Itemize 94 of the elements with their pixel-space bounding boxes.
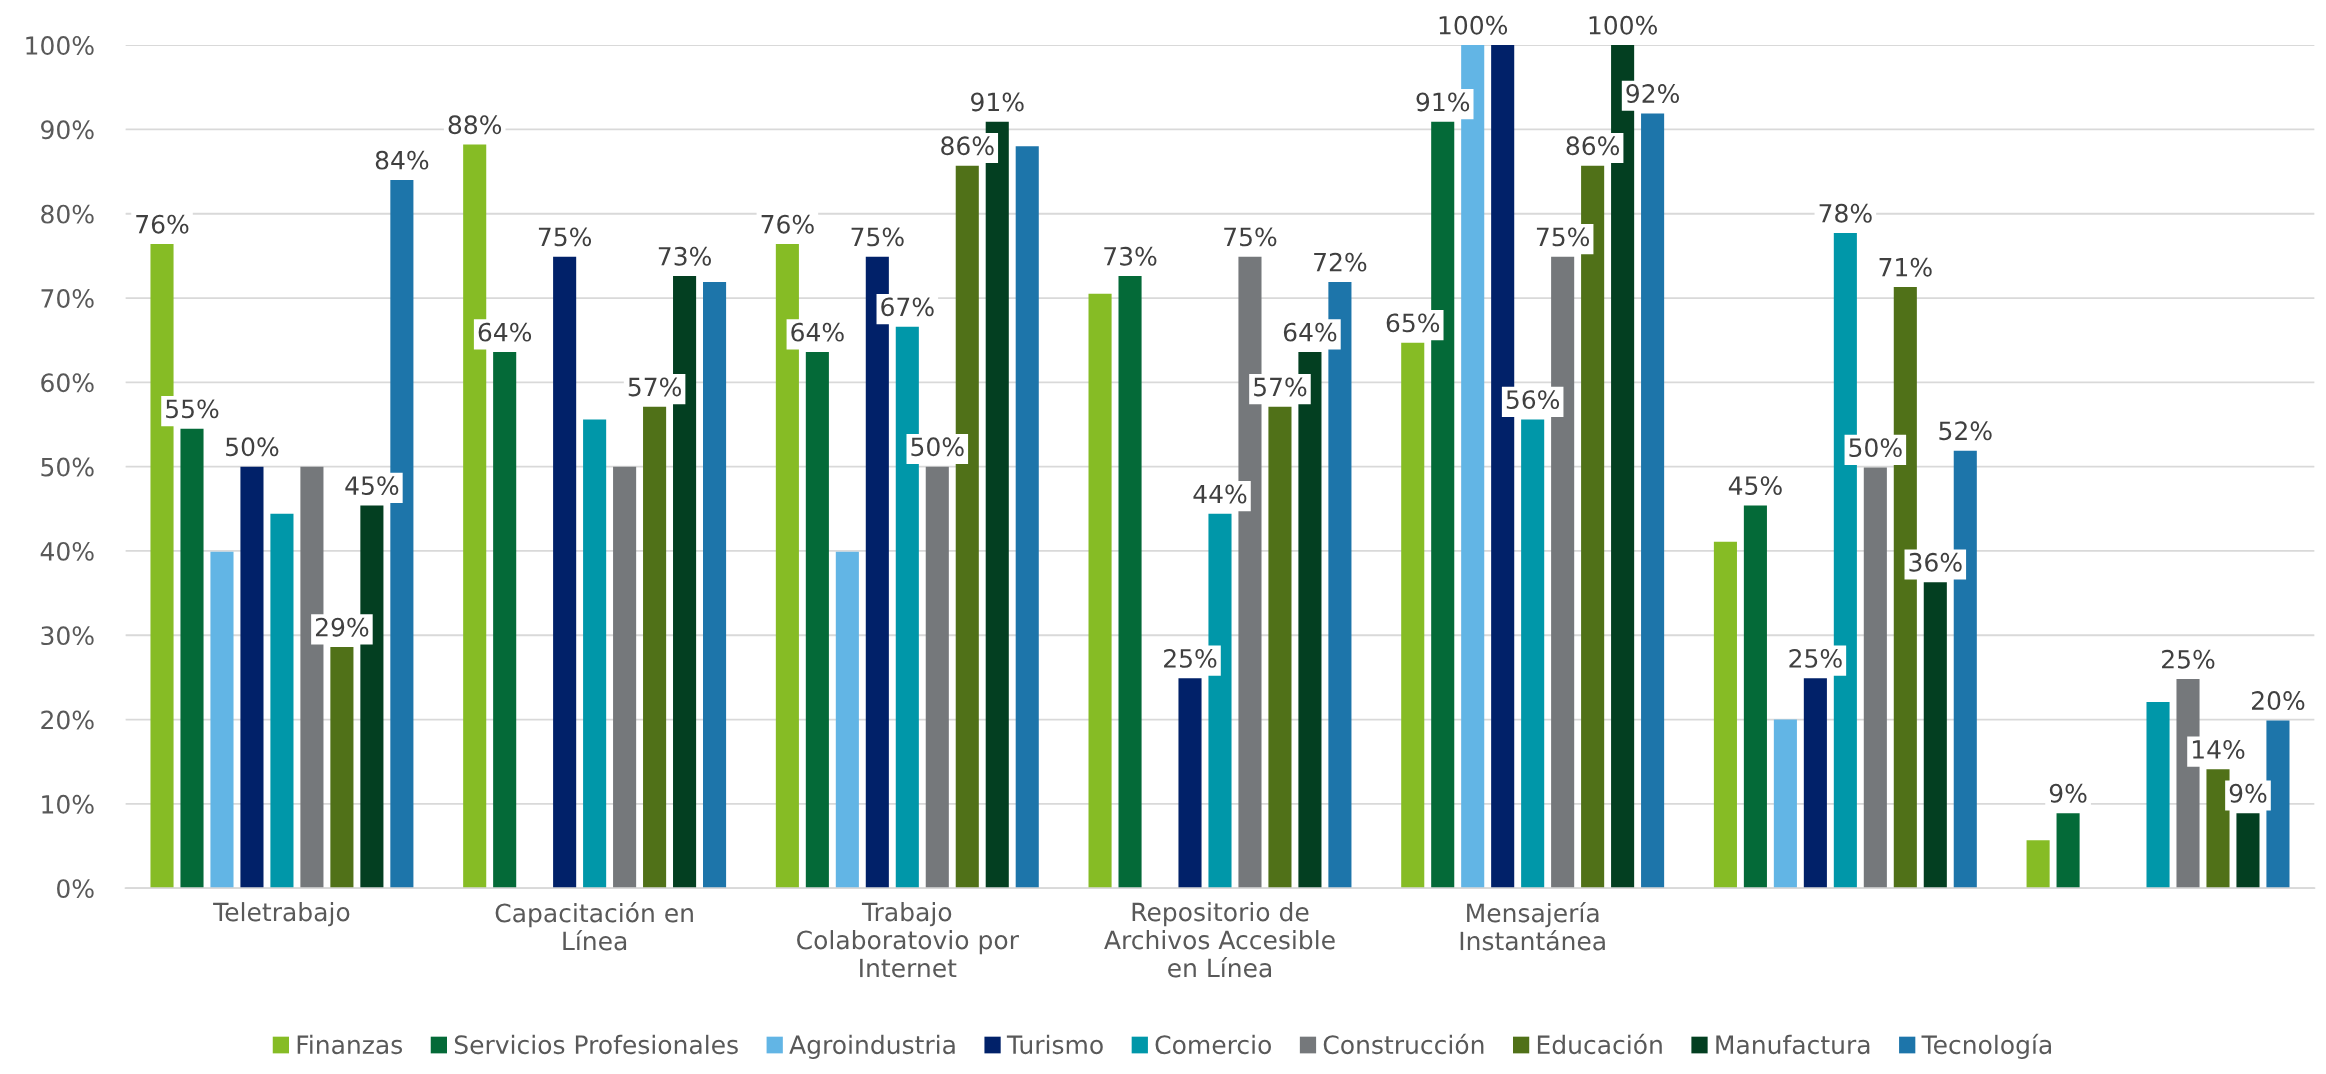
data-label: 29% <box>315 617 369 637</box>
bar <box>1088 293 1112 889</box>
data-label: 56% <box>1506 390 1560 410</box>
data-label: 72% <box>1314 252 1367 272</box>
y-tick-label: 60% <box>41 373 94 393</box>
legend-label: Manufactura <box>1716 1034 1870 1055</box>
data-label: 50% <box>911 437 964 457</box>
data-label: 25% <box>2162 649 2215 669</box>
legend-label: Comercio <box>1155 1034 1271 1055</box>
data-label: 52% <box>1939 421 1992 441</box>
y-tick-label: 30% <box>41 626 94 646</box>
bar <box>1401 342 1425 889</box>
y-tick-label: 100% <box>26 36 94 55</box>
y-tick-label: 90% <box>41 120 94 140</box>
y-tick-label: 50% <box>41 457 94 477</box>
legend-label: Turismo <box>1006 1034 1103 1055</box>
bar <box>703 282 727 889</box>
data-label: 55% <box>166 399 219 419</box>
bar <box>2026 840 2050 889</box>
data-label: 75% <box>1224 227 1277 247</box>
bar <box>2146 701 2170 889</box>
legend-label: Tecnología <box>1921 1033 2051 1059</box>
data-label: 71% <box>1879 257 1932 277</box>
data-label: 88% <box>448 115 502 135</box>
data-label: 78% <box>1819 203 1872 223</box>
bar <box>1178 678 1202 889</box>
data-label: 57% <box>1254 377 1307 397</box>
data-label: 86% <box>1566 136 1620 156</box>
bar <box>2056 813 2080 889</box>
x-tick-label: Mensajería Instantánea <box>1460 902 1605 951</box>
y-tick-label: 40% <box>40 541 94 561</box>
legend-label: Agroindustria <box>789 1034 955 1059</box>
bar <box>1803 678 1827 889</box>
bar <box>180 428 204 889</box>
bar <box>1641 113 1665 889</box>
y-tick-label: 70% <box>41 288 94 308</box>
data-label: 9% <box>2229 783 2267 803</box>
y-tick-label: 80% <box>41 204 94 224</box>
legend-label: Servicios Profesionales <box>454 1034 738 1055</box>
data-label: 76% <box>136 214 189 234</box>
bar <box>835 551 859 889</box>
y-tick-label: 20% <box>41 710 94 730</box>
data-label: 25% <box>1164 648 1217 668</box>
data-label: 75% <box>538 227 592 247</box>
data-label: 64% <box>791 322 844 342</box>
data-label: 14% <box>2192 740 2245 759</box>
bar <box>1015 146 1039 889</box>
data-label: 25% <box>1789 648 1842 668</box>
data-label: 100% <box>1589 15 1657 35</box>
data-label: 92% <box>1626 84 1679 103</box>
data-label: 75% <box>1536 227 1590 247</box>
bar <box>1773 719 1797 889</box>
bar <box>1743 505 1767 889</box>
data-label: 67% <box>881 297 934 317</box>
bar <box>2266 720 2290 889</box>
x-tick-label: Teletrabajo <box>213 902 350 927</box>
x-tick-label: Trabajo Colaboratovio por Internet <box>797 902 1019 978</box>
data-label: 73% <box>1104 246 1157 266</box>
legend-label: Construcción <box>1323 1033 1484 1055</box>
bar <box>270 513 294 889</box>
data-label: 45% <box>345 476 399 496</box>
bar <box>493 351 517 889</box>
data-label: 36% <box>1909 552 1962 572</box>
bar <box>1118 276 1142 889</box>
bar <box>613 466 637 889</box>
bar <box>2206 769 2230 889</box>
data-label: 64% <box>1283 322 1337 342</box>
bar <box>805 351 829 889</box>
x-tick-label: Repositorio de Archivos Accesible en Línea <box>1104 902 1335 978</box>
bar <box>1713 541 1737 889</box>
bar <box>210 551 234 889</box>
legend-label: Educación <box>1537 1033 1662 1055</box>
data-label: 65% <box>1386 313 1440 333</box>
data-label: 44% <box>1193 484 1247 504</box>
data-label: 64% <box>478 322 532 342</box>
data-label: 75% <box>851 227 904 247</box>
data-label: 84% <box>375 150 429 170</box>
data-label: 50% <box>226 437 279 457</box>
data-label: 100% <box>1439 15 1508 35</box>
data-label: 76% <box>761 214 814 234</box>
data-label: 57% <box>628 377 681 397</box>
legend-label: Finanzas <box>297 1034 403 1055</box>
y-tick-label: 10% <box>42 794 94 814</box>
data-label: 50% <box>1849 438 1902 458</box>
y-tick-label: 0% <box>57 879 94 899</box>
x-tick-label: Capacitación en Línea <box>495 902 693 951</box>
data-label: 20% <box>2252 691 2305 711</box>
data-label: 86% <box>941 136 994 156</box>
data-label: 73% <box>658 246 711 266</box>
data-label: 91% <box>1416 92 1470 112</box>
bar <box>583 419 607 889</box>
data-label: 9% <box>2049 783 2087 803</box>
data-label: 45% <box>1728 476 1782 496</box>
data-label: 91% <box>971 92 1024 112</box>
